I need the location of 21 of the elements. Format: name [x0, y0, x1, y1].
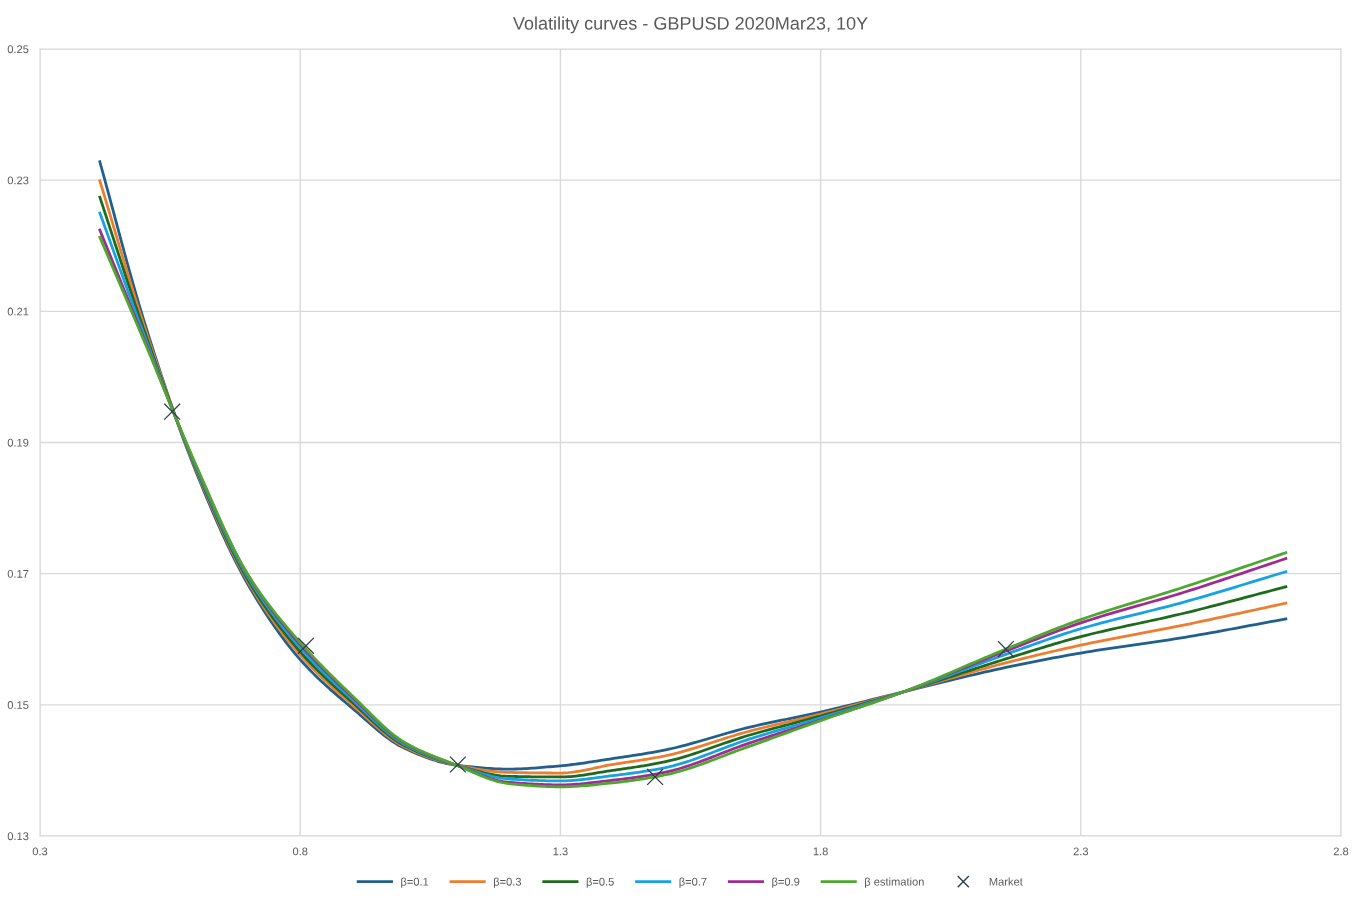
legend-label: β=0.7 — [679, 877, 707, 888]
x-tick-label: 2.8 — [1333, 847, 1349, 856]
y-tick-label: 0.19 — [7, 438, 29, 447]
x-tick-label: 0.3 — [32, 847, 48, 856]
y-tick-label: 0.23 — [7, 176, 29, 185]
y-tick-label: 0.13 — [7, 832, 29, 841]
legend-label: β=0.5 — [586, 877, 614, 888]
x-tick-label: 1.8 — [813, 847, 828, 856]
x-tick-label: 0.8 — [292, 847, 308, 856]
legend-label: β=0.3 — [493, 877, 522, 888]
legend-label: β=0.9 — [772, 877, 800, 888]
x-tick-label: 1.3 — [553, 847, 568, 856]
x-tick-label: 2.3 — [1073, 847, 1089, 856]
legend-label: Market — [989, 877, 1023, 886]
legend-label: β estimation — [865, 877, 924, 888]
chart-title: Volatility curves - GBPUSD 2020Mar23, 10Y — [512, 16, 868, 34]
y-tick-label: 0.17 — [7, 569, 29, 578]
legend-label: β=0.1 — [401, 877, 429, 888]
y-tick-label: 0.21 — [7, 307, 29, 316]
y-tick-label: 0.25 — [7, 45, 29, 54]
y-tick-label: 0.15 — [7, 701, 29, 709]
